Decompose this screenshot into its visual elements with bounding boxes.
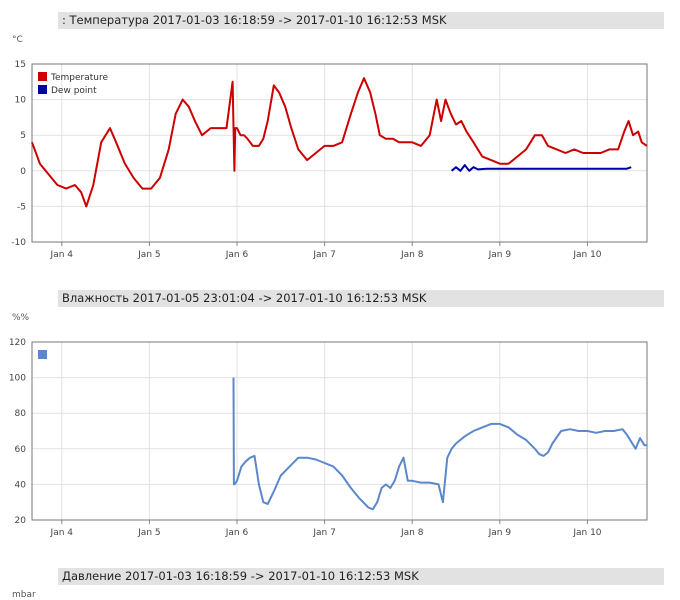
x-tick-label: Jan 10 [572, 250, 601, 260]
x-tick-label: Jan 6 [225, 528, 249, 538]
pressure-unit-label: mbar [12, 590, 36, 600]
y-tick-label: 120 [9, 338, 26, 348]
legend-label: Temperature [50, 73, 108, 83]
y-tick-label: 15 [15, 60, 26, 70]
y-tick-label: 5 [20, 131, 26, 141]
humidity-unit-label: %% [12, 313, 30, 323]
y-tick-label: 10 [15, 96, 27, 106]
pressure-panel-title: Давление 2017-01-03 16:18:59 -> 2017-01-… [58, 568, 664, 585]
x-tick-label: Jan 5 [137, 528, 160, 538]
x-tick-label: Jan 5 [137, 250, 160, 260]
x-tick-label: Jan 4 [50, 528, 74, 538]
y-tick-label: 40 [15, 480, 27, 490]
series-line-humidity [232, 377, 647, 511]
x-tick-label: Jan 7 [312, 528, 335, 538]
legend-label: Dew point [51, 86, 97, 96]
legend-swatch [38, 350, 47, 359]
y-tick-label: 0 [20, 167, 26, 177]
series-line-temperature [31, 77, 648, 208]
x-tick-label: Jan 6 [225, 250, 249, 260]
x-tick-label: Jan 9 [488, 250, 512, 260]
y-tick-label: 100 [9, 374, 26, 384]
legend-swatch [38, 85, 47, 94]
x-tick-label: Jan 8 [400, 528, 424, 538]
y-tick-label: 80 [15, 409, 27, 419]
x-tick-label: Jan 10 [572, 528, 601, 538]
series-line-dew-point [450, 164, 632, 172]
y-tick-label: -10 [11, 238, 26, 248]
x-tick-label: Jan 4 [50, 250, 74, 260]
y-tick-label: 60 [15, 445, 27, 455]
x-tick-label: Jan 8 [400, 250, 424, 260]
legend-swatch [38, 72, 47, 81]
plot-frame [31, 341, 648, 521]
y-tick-label: 20 [15, 516, 27, 526]
x-tick-label: Jan 9 [488, 528, 512, 538]
humidity-panel-title: Влажность 2017-01-05 23:01:04 -> 2017-01… [58, 290, 664, 307]
y-tick-label: -5 [17, 202, 26, 212]
plot-frame [31, 63, 648, 243]
x-tick-label: Jan 7 [312, 250, 335, 260]
temperature-panel-title: : Температура 2017-01-03 16:18:59 -> 201… [58, 12, 664, 29]
temperature-unit-label: °C [12, 35, 23, 45]
